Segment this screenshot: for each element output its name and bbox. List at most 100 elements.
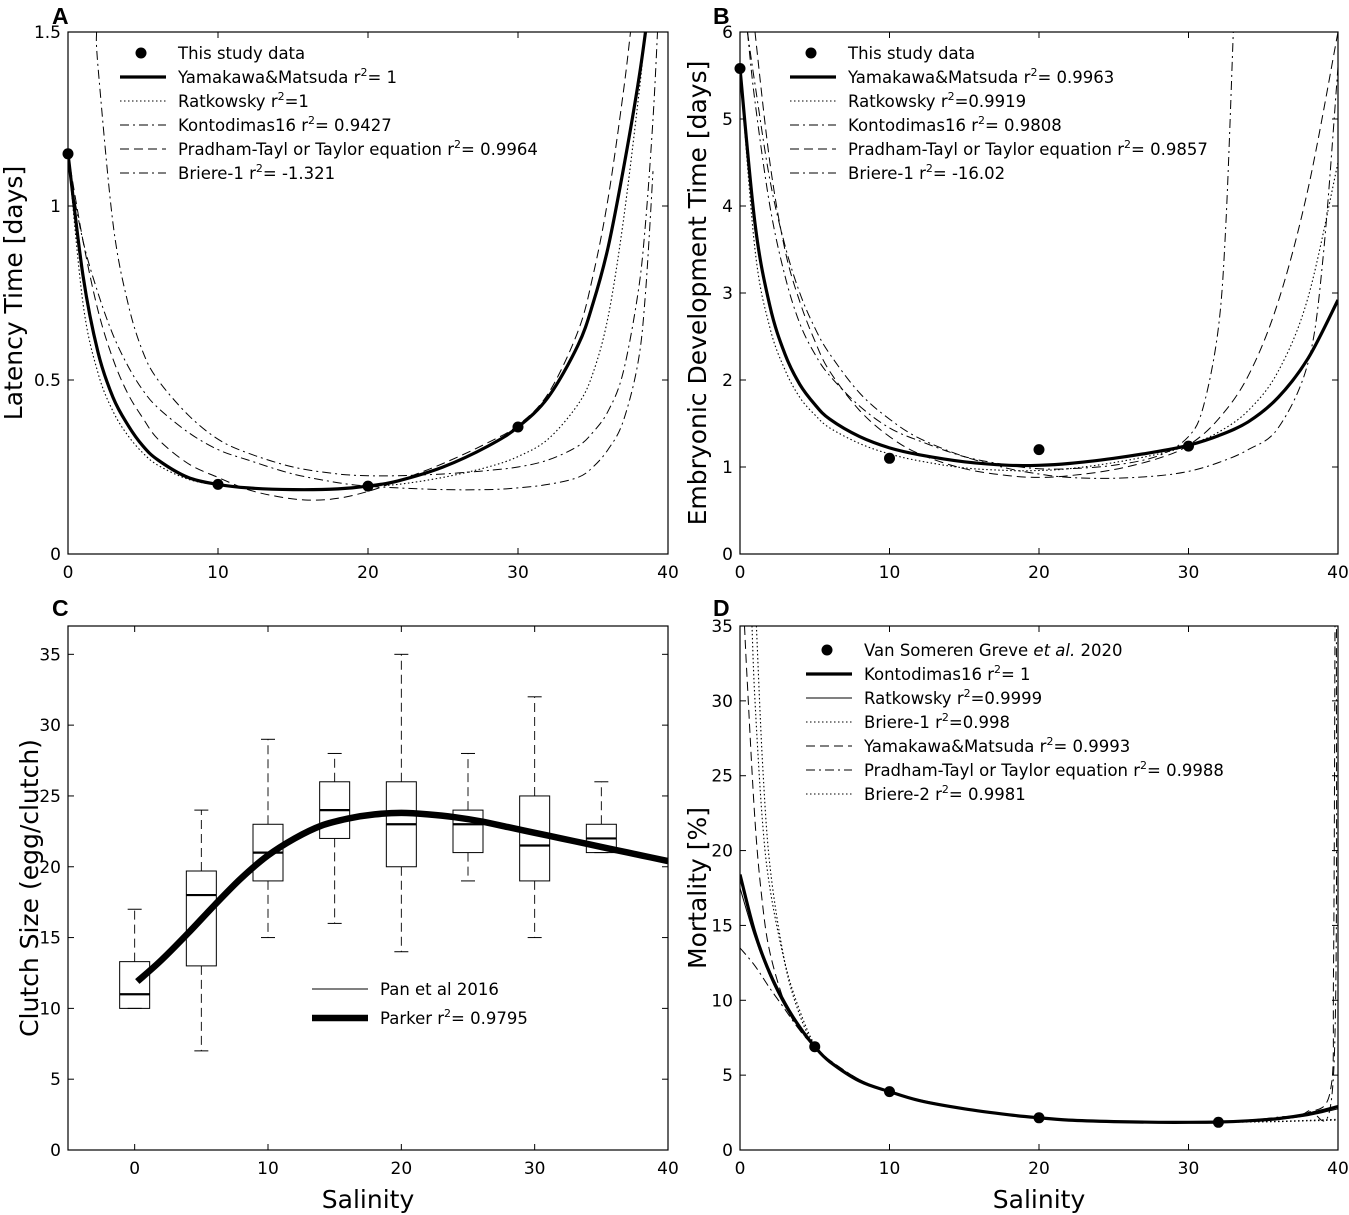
- legend-label: Kontodimas16 r2= 1: [864, 663, 1031, 684]
- panel-c-ytick-label: 35: [39, 645, 61, 665]
- series-line-ratkowsky: [68, 32, 647, 491]
- series-line-yamakawa-matsuda: [68, 32, 648, 492]
- panel-c-xtick-label: 30: [524, 1159, 546, 1179]
- panel-b-ytick-label: 4: [722, 197, 733, 217]
- panel-b: B 0 10 20 30 40 0 1 2 3 4 5 6 Embryonic Development …: [683, 3, 1349, 583]
- panel-a: A 0 10 20 30 40 0 0.5 1 1.5 Latency Time [days] Th…: [0, 3, 679, 583]
- legend-label: Yamakawa&Matsuda r2= 0.9993: [863, 735, 1130, 756]
- legend-label: Ratkowsky r2=1: [178, 90, 309, 111]
- panel-d-ytick-label: 0: [722, 1141, 733, 1161]
- panel-a-plot-area: [68, 32, 658, 501]
- box-iqr: [119, 961, 151, 1009]
- panel-b-xtick-label: 0: [735, 563, 746, 583]
- data-point: [1183, 440, 1194, 452]
- legend-label: Kontodimas16 r2= 0.9427: [178, 114, 392, 135]
- data-point: [734, 63, 746, 75]
- panel-d: D 0 10 20 30 40 0 5 10 15 20 25 30 35 Mortality [%] Sa…: [683, 595, 1349, 1214]
- panel-c-ytick-label: 5: [50, 1070, 61, 1090]
- legend-label: Briere-2 r2= 0.9981: [864, 783, 1026, 804]
- panel-a-ytick-label: 1: [50, 197, 61, 217]
- legend-label: Briere-1 r2= -1.321: [178, 162, 335, 183]
- panel-d-ytick-label: 20: [711, 842, 733, 862]
- series-line-parker: [135, 809, 668, 984]
- data-point: [62, 148, 74, 160]
- panel-c-xtick-label: 20: [391, 1159, 413, 1179]
- box-iqr: [185, 870, 217, 967]
- panel-c-ytick-label: 15: [39, 929, 61, 949]
- legend-item: Ratkowsky r2=0.9919: [790, 90, 1026, 111]
- panel-b-ytick-label: 0: [722, 545, 733, 565]
- legend-item: Yamakawa&Matsuda r2= 0.9993: [806, 735, 1130, 756]
- legend-item: Parker r2= 0.9795: [312, 1007, 528, 1028]
- data-point: [362, 480, 374, 492]
- box-plot-salinity-15: [319, 752, 351, 924]
- legend-item: Pradham-Tayl or Taylor equation r2= 0.98…: [790, 138, 1208, 159]
- panel-c-xtick-label: 40: [657, 1159, 679, 1179]
- legend-item: This study data: [135, 44, 305, 63]
- series-line-kontodimas16: [747, 32, 1234, 470]
- series-line-pradham-tayl-or-taylor-equation: [754, 32, 1338, 478]
- panel-b-xtick-label: 40: [1327, 563, 1349, 583]
- legend-label: Kontodimas16 r2= 0.9808: [848, 114, 1062, 135]
- panel-a-xtick-label: 10: [207, 563, 229, 583]
- legend-item: Pradham-Tayl or Taylor equation r2= 0.99…: [806, 759, 1224, 780]
- box-plot-salinity-35: [585, 781, 617, 854]
- panel-c-label: C: [52, 595, 69, 621]
- panel-a-xtick-label: 20: [357, 563, 379, 583]
- panel-d-legend: Van Someren Greve et al. 2020 Kontodimas1…: [806, 641, 1224, 804]
- panel-c-ytick-label: 20: [39, 858, 61, 878]
- panel-d-xlabel: Salinity: [993, 1185, 1086, 1214]
- legend-item: Yamakawa&Matsuda r2= 0.9963: [790, 66, 1114, 87]
- panel-b-ytick-label: 6: [722, 23, 733, 43]
- panel-b-plot-area: [740, 32, 1338, 479]
- panel-c: C 0 10 20 30 40 0 5 10 15 20 25 30 35 Clutch Size (eg…: [15, 595, 679, 1214]
- panel-d-xtick-label: 0: [735, 1159, 746, 1179]
- data-point: [1033, 1112, 1045, 1124]
- panel-d-ytick-label: 30: [711, 692, 733, 712]
- data-point: [884, 452, 895, 464]
- panel-c-ylabel: Clutch Size (egg/clutch): [15, 739, 44, 1037]
- box-plot-salinity-5: [185, 809, 217, 1052]
- panel-b-ylabel: Embryonic Development Time [days]: [683, 61, 712, 526]
- panel-c-ytick-label: 25: [39, 787, 61, 807]
- legend-item: Ratkowsky r2=1: [120, 90, 309, 111]
- legend-item: Briere-1 r2= -1.321: [120, 162, 335, 183]
- legend-label: Pradham-Tayl or Taylor equation r2= 0.99…: [864, 759, 1224, 780]
- data-point: [212, 478, 224, 490]
- panel-d-ytick-label: 10: [711, 991, 733, 1011]
- legend-item: Ratkowsky r2=0.9999: [806, 687, 1042, 708]
- panel-a-xtick-label: 40: [657, 563, 679, 583]
- legend-marker-dot: [821, 644, 833, 656]
- panel-a-xtick-label: 30: [507, 563, 529, 583]
- legend-label: Pan et al 2016: [380, 980, 499, 999]
- panel-c-xtick-label: 0: [129, 1159, 140, 1179]
- data-point: [884, 1086, 895, 1098]
- panel-d-ytick-label: 35: [711, 617, 733, 637]
- panel-c-xlabel: Salinity: [322, 1185, 415, 1214]
- panel-d-ylabel: Mortality [%]: [683, 807, 712, 969]
- legend-label: Briere-1 r2= -16.02: [848, 162, 1005, 183]
- panel-d-xtick-label: 20: [1028, 1159, 1050, 1179]
- series-line-briere-1: [747, 32, 1338, 479]
- panel-d-xtick-label: 30: [1178, 1159, 1200, 1179]
- legend-item: Briere-1 r2= -16.02: [790, 162, 1005, 183]
- legend-label: Yamakawa&Matsuda r2= 0.9963: [847, 66, 1114, 87]
- series-line-kontodimas16: [95, 32, 658, 477]
- legend-item: Kontodimas16 r2= 0.9427: [120, 114, 392, 135]
- panel-a-ytick-label: 1.5: [34, 23, 61, 43]
- panel-d-xtick-label: 40: [1327, 1159, 1349, 1179]
- panel-b-ytick-label: 5: [722, 110, 733, 130]
- panel-c-plot-area: [119, 653, 668, 1052]
- legend-item: Kontodimas16 r2= 0.9808: [790, 114, 1062, 135]
- panel-b-legend: This study data Yamakawa&Matsuda r2= 0.99…: [790, 44, 1208, 183]
- legend-label: Pradham-Tayl or Taylor equation r2= 0.98…: [848, 138, 1208, 159]
- panel-a-ytick-label: 0.5: [34, 371, 61, 391]
- box-plot-salinity-25: [452, 752, 484, 882]
- panel-b-label: B: [713, 3, 730, 29]
- panel-c-xtick-label: 10: [257, 1159, 279, 1179]
- legend-label: Yamakawa&Matsuda r2= 1: [177, 66, 397, 87]
- legend-item: Briere-2 r2= 0.9981: [806, 783, 1026, 804]
- series-line-pradham-tayl-or-taylor-equation: [68, 32, 631, 501]
